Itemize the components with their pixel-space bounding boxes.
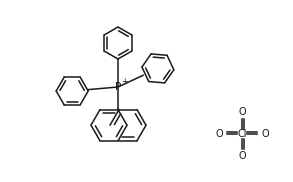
Text: O: O [238,151,246,161]
Text: O: O [238,107,246,117]
Text: O: O [261,129,269,139]
Text: O: O [215,129,223,139]
Text: P: P [115,82,121,92]
Text: +: + [121,78,127,86]
Text: Cl: Cl [237,129,247,139]
